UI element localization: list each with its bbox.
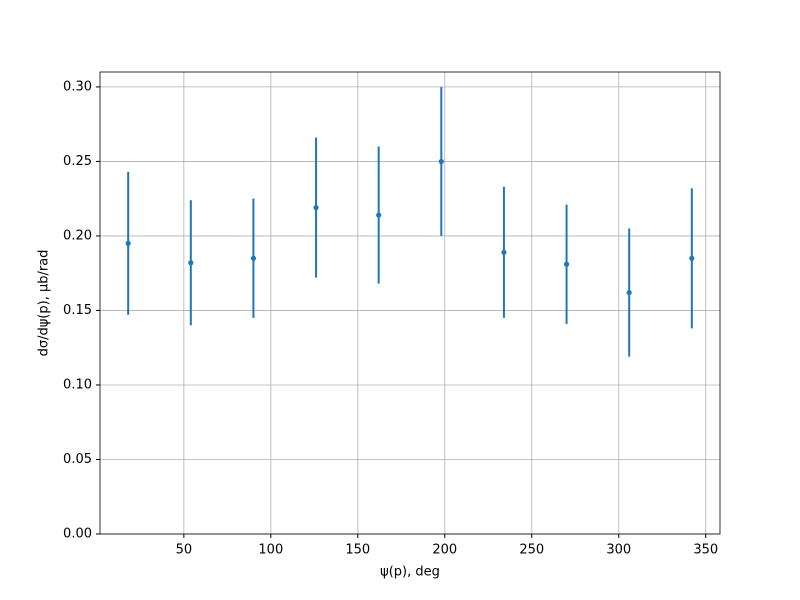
x-tick-label: 150 xyxy=(345,543,370,558)
x-axis-label: ψ(p), deg xyxy=(380,565,440,580)
data-point xyxy=(626,289,632,296)
data-point xyxy=(250,255,257,261)
x-tick-label: 50 xyxy=(176,543,193,558)
data-point xyxy=(376,212,382,218)
data-point xyxy=(438,158,444,165)
y-tick-label: 0.00 xyxy=(63,527,92,542)
data-point xyxy=(125,240,131,246)
x-tick-label: 350 xyxy=(693,543,718,558)
data-point xyxy=(563,261,570,267)
y-tick-label: 0.15 xyxy=(63,303,92,318)
y-tick-label: 0.10 xyxy=(63,377,92,392)
y-tick-label: 0.05 xyxy=(63,452,92,467)
data-point xyxy=(313,205,319,211)
data-point xyxy=(501,249,507,255)
x-tick-label: 200 xyxy=(432,543,457,558)
y-tick-label: 0.25 xyxy=(63,154,92,169)
plot-frame xyxy=(99,71,721,535)
x-tick-label: 100 xyxy=(258,543,283,558)
y-tick-label: 0.30 xyxy=(63,79,92,94)
x-tick-label: 250 xyxy=(519,543,544,558)
y-tick-label: 0.20 xyxy=(63,228,92,243)
x-tick-label: 300 xyxy=(606,543,631,558)
data-point xyxy=(689,255,695,261)
data-point xyxy=(188,260,194,266)
y-axis-label: dσ/dψ(p), μb/rad xyxy=(37,250,52,357)
